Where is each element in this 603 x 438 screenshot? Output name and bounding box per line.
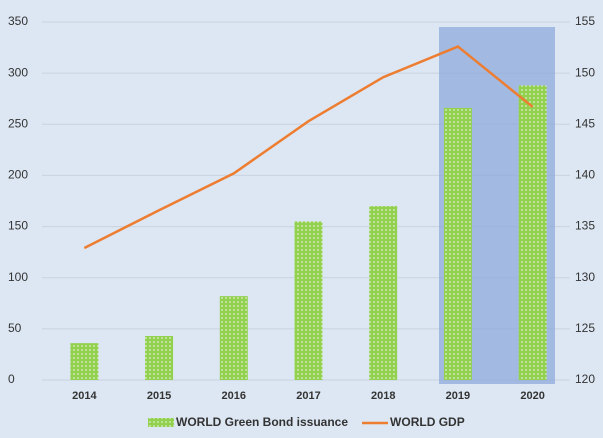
x-tick-label: 2020 <box>520 390 544 402</box>
x-tick-label: 2017 <box>296 390 320 402</box>
bar <box>145 336 174 380</box>
y-tick-label: 200 <box>8 168 28 182</box>
y-tick-label: 0 <box>8 372 15 386</box>
y-tick-label: 50 <box>8 321 22 335</box>
x-tick-label: 2016 <box>222 390 246 402</box>
bar <box>443 107 472 381</box>
x-tick-label: 2015 <box>147 390 171 402</box>
y2-tick-label: 145 <box>575 116 595 130</box>
x-tick-label: 2014 <box>72 390 97 402</box>
y-tick-label: 250 <box>8 116 28 130</box>
bar <box>369 206 398 380</box>
y2-tick-label: 155 <box>575 14 595 28</box>
y2-tick-label: 130 <box>575 270 595 284</box>
x-tick-label: 2019 <box>446 390 470 402</box>
legend-swatch <box>148 418 174 427</box>
y-tick-label: 150 <box>8 219 28 233</box>
x-tick-label: 2018 <box>371 390 395 402</box>
legend-label: WORLD GDP <box>390 415 465 429</box>
legend-label: WORLD Green Bond issuance <box>176 415 348 429</box>
y-tick-label: 350 <box>8 14 28 28</box>
bar <box>294 221 323 380</box>
y2-tick-label: 135 <box>575 219 595 233</box>
line <box>83 45 534 250</box>
y2-tick-label: 125 <box>575 321 595 335</box>
bar <box>70 343 99 380</box>
y2-tick-label: 150 <box>575 65 595 79</box>
bar <box>518 85 547 380</box>
bar <box>219 296 248 380</box>
y2-tick-label: 140 <box>575 168 595 182</box>
y-tick-label: 300 <box>8 65 28 79</box>
y2-tick-label: 120 <box>575 372 595 386</box>
y-tick-label: 100 <box>8 270 28 284</box>
